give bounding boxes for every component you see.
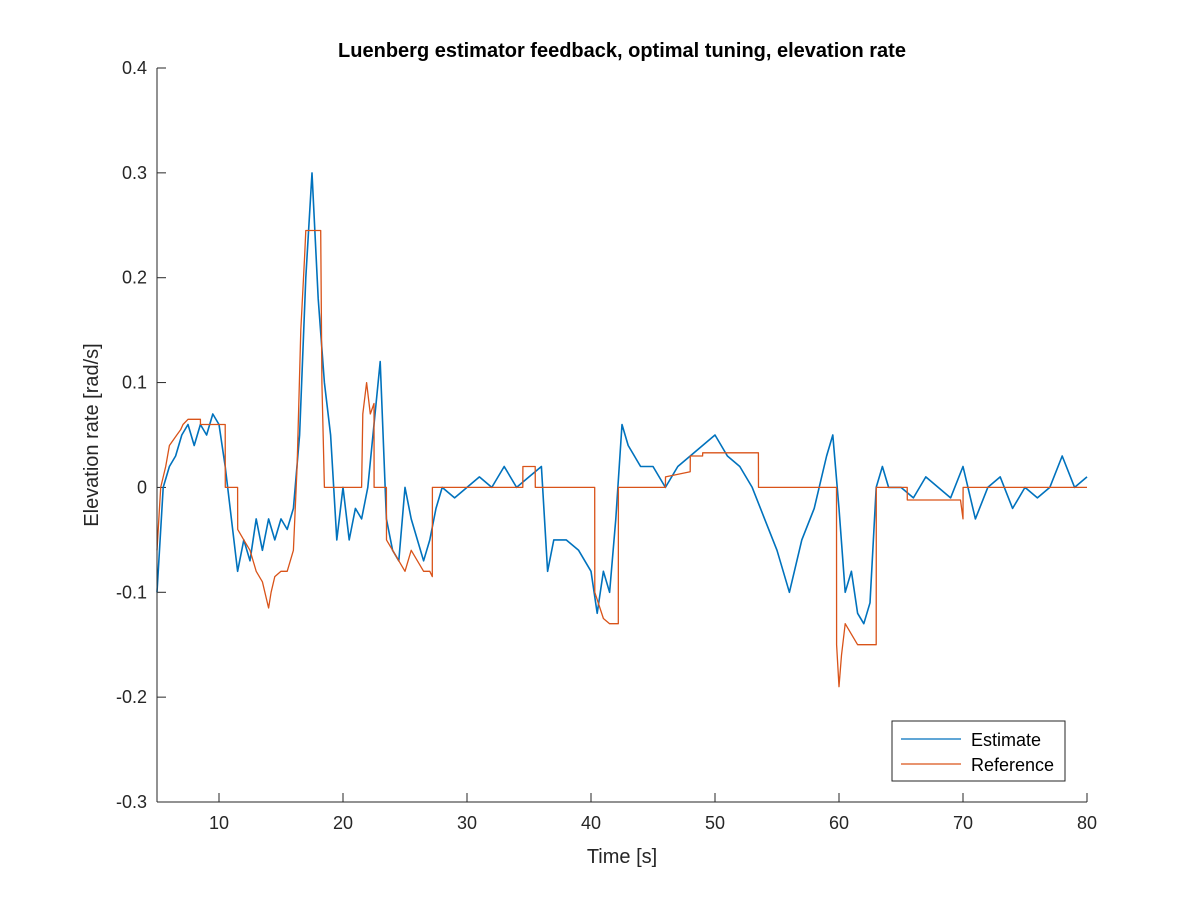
y-axis-label: Elevation rate [rad/s] (81, 343, 103, 526)
x-tick-label: 70 (953, 813, 973, 833)
y-tick-label: -0.2 (116, 687, 147, 707)
y-tick-label: 0 (137, 477, 147, 497)
legend: Estimate Reference (891, 720, 1066, 782)
y-tick-label: 0.2 (122, 268, 147, 288)
legend-label-estimate: Estimate (971, 730, 1041, 750)
series-layer (156, 172, 1088, 688)
x-axis-ticks: 10 20 30 40 50 60 70 80 (209, 793, 1097, 833)
x-tick-label: 50 (705, 813, 725, 833)
y-tick-label: 0.3 (122, 163, 147, 183)
x-axis-label: Time [s] (587, 846, 657, 868)
x-tick-label: 40 (581, 813, 601, 833)
chart-title: Luenberg estimator feedback, optimal tun… (338, 40, 906, 62)
x-tick-label: 30 (457, 813, 477, 833)
y-tick-label: 0.4 (122, 58, 147, 78)
x-tick-label: 20 (333, 813, 353, 833)
y-tick-label: -0.1 (116, 582, 147, 602)
x-tick-label: 80 (1077, 813, 1097, 833)
x-tick-label: 10 (209, 813, 229, 833)
y-tick-label: 0.1 (122, 373, 147, 393)
y-tick-label: -0.3 (116, 792, 147, 812)
series-line-reference (156, 229, 1087, 688)
y-axis-ticks: -0.3 -0.2 -0.1 0 0.1 0.2 0.3 0.4 (116, 58, 166, 812)
legend-box (891, 720, 1066, 782)
x-tick-label: 60 (829, 813, 849, 833)
legend-label-reference: Reference (971, 755, 1054, 775)
